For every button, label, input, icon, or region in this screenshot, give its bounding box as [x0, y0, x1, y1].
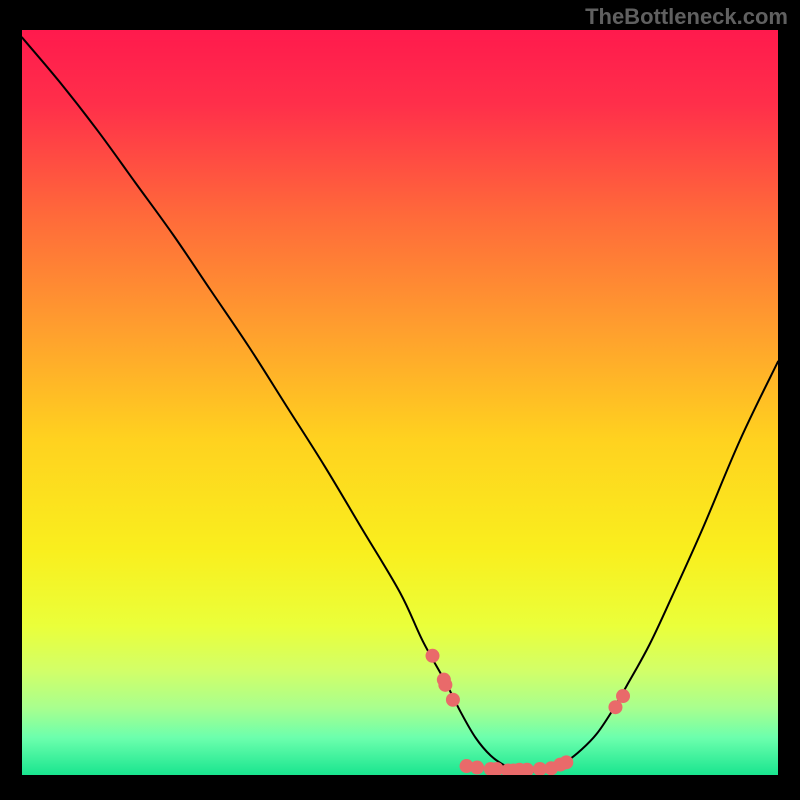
curve-marker [616, 689, 630, 703]
curve-markers [426, 649, 631, 775]
chart-curve-layer [22, 30, 778, 775]
curve-marker [438, 678, 452, 692]
curve-marker [446, 693, 460, 707]
plot-area [22, 30, 778, 775]
watermark-text: TheBottleneck.com [585, 4, 788, 30]
curve-marker [470, 761, 484, 775]
curve-marker [426, 649, 440, 663]
curve-marker [559, 755, 573, 769]
bottleneck-curve [22, 37, 778, 771]
